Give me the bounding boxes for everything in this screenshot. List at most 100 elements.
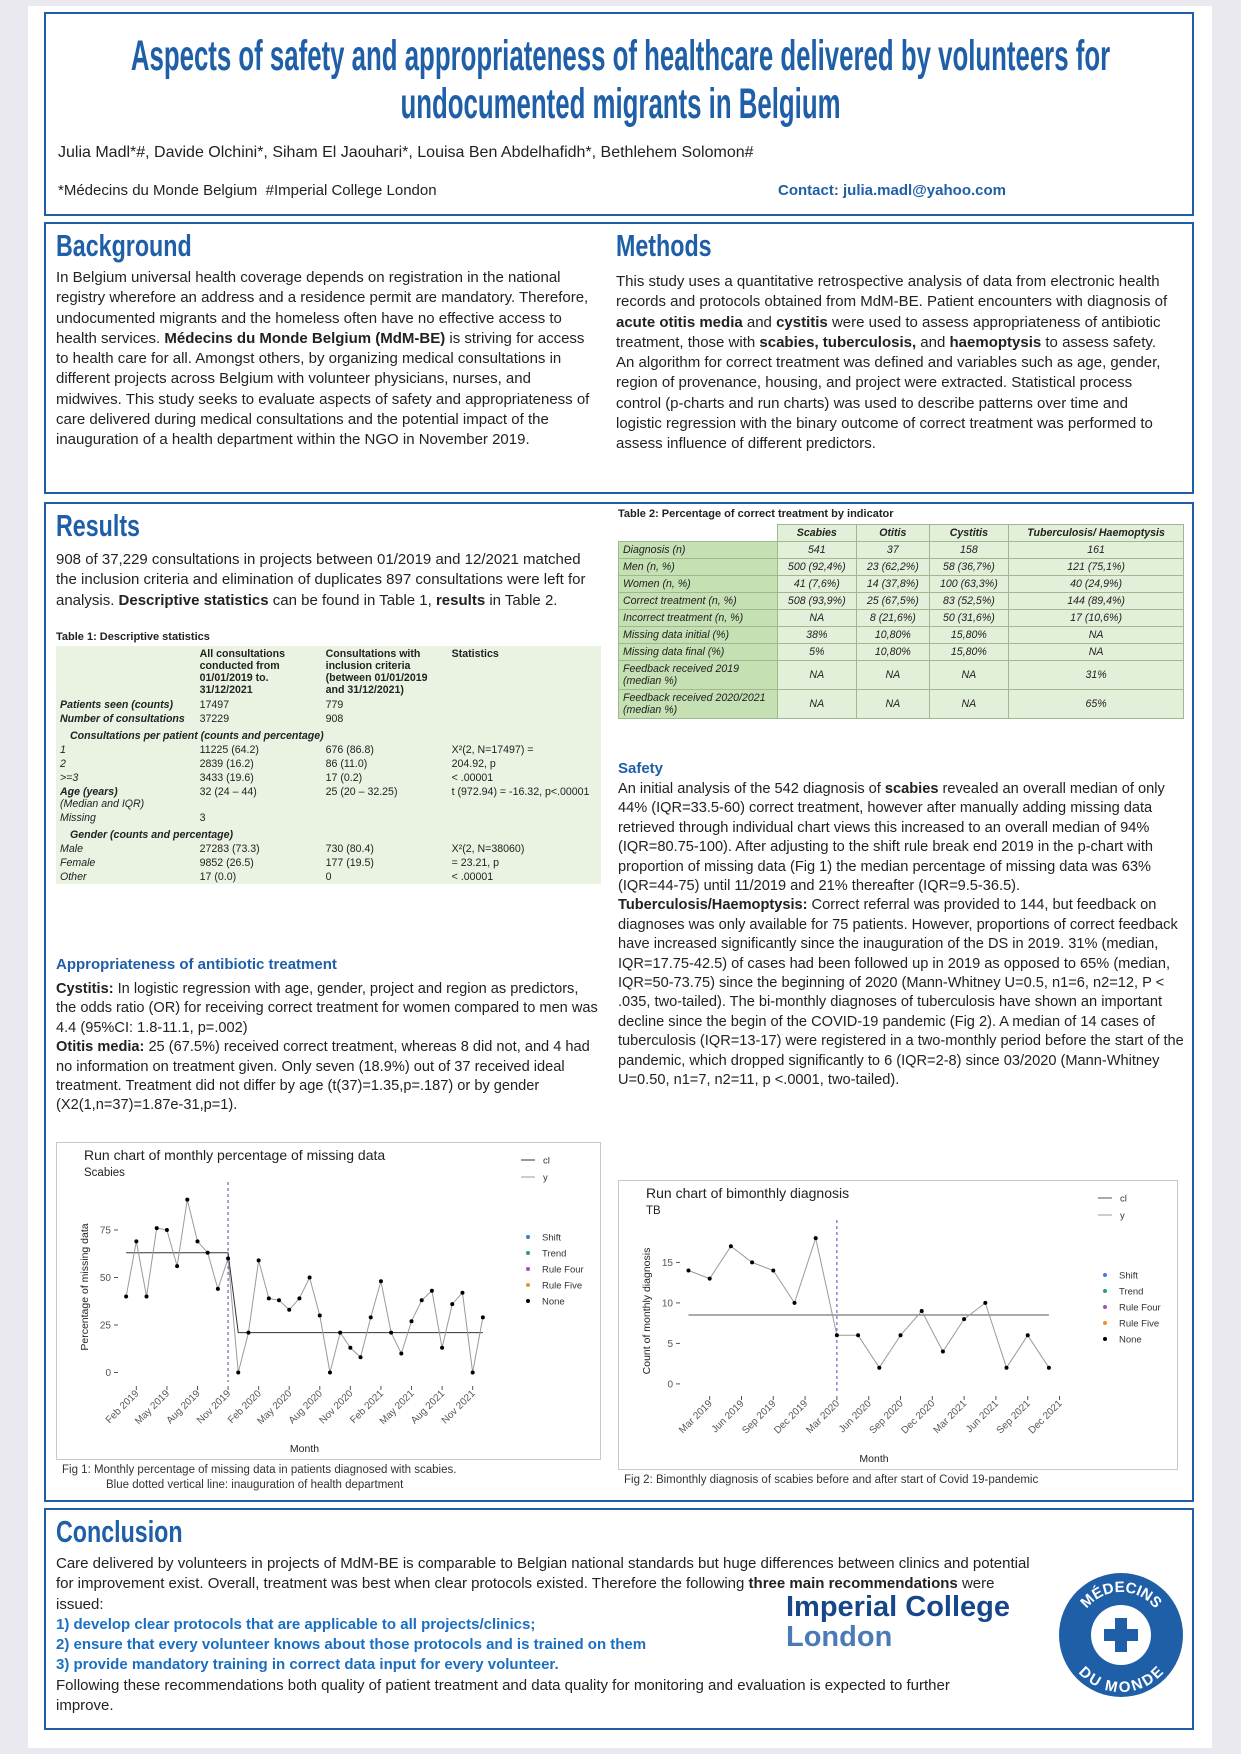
data-point: [195, 1239, 200, 1244]
row-label: Incorrect treatment (n, %): [618, 609, 778, 627]
table-cell: [447, 712, 601, 726]
row-label-text: 2: [60, 758, 66, 770]
authors: Julia Madl*#, Davide Olchini*, Siham El …: [58, 144, 754, 161]
results-text: 908 of 37,229 consultations in projects …: [56, 550, 601, 611]
table: Scabies Otitis Cystitis Tuberculosis/ Haemo…: [618, 524, 1184, 719]
table-cell: < .00001: [447, 771, 601, 785]
table-row: Number of consultations 37229 908: [56, 712, 601, 726]
legend-dot: [1103, 1337, 1107, 1341]
data-point: [236, 1370, 241, 1375]
text: is striving for access to health care fo…: [56, 329, 590, 449]
imperial-logo: Imperial College London: [786, 1592, 1010, 1652]
row-label-text: Patients seen (counts): [60, 699, 174, 711]
background-text: In Belgium universal health coverage dep…: [56, 268, 594, 451]
caption: Fig 2: Bimonthly diagnosis of scabies be…: [624, 1474, 1039, 1486]
subheading: Appropriateness of antibiotic treatment: [56, 956, 337, 973]
table-cell: 3: [195, 811, 322, 825]
table-header: Tuberculosis/ Haemoptysis: [1008, 524, 1184, 542]
table-header: All consultations conducted from 01/01/2…: [195, 646, 322, 698]
data-point: [813, 1236, 818, 1241]
table-cell: 17 (0.0): [195, 870, 322, 884]
y-tick-label: 50: [100, 1273, 112, 1284]
row-label: Missing: [56, 811, 196, 825]
table-cell: 32 (24 – 44): [195, 785, 322, 811]
text: 25 (67.5%) received correct treatment, w…: [56, 1039, 590, 1114]
table-row: Incorrect treatment (n, %) NA 8 (21,6%) 50 …: [618, 609, 1184, 627]
table-cell: 25 (67,5%): [856, 592, 930, 610]
table-cell: 11225 (64.2): [195, 743, 322, 757]
table-cell: NA: [856, 689, 930, 719]
table-cell: < .00001: [447, 870, 601, 884]
table-header: Scabies: [776, 524, 858, 542]
row-label: Feedback received 2019 (median %): [618, 660, 778, 690]
table-cell: 3433 (19.6): [195, 771, 322, 785]
legend-dot: [1103, 1305, 1107, 1309]
legend-label: Trend: [1119, 1287, 1143, 1298]
text: In Belgium universal health coverage dep…: [56, 269, 589, 347]
table-cell: X²(2, N=38060): [447, 842, 601, 856]
legend-label: y: [543, 1173, 548, 1184]
y-axis-label: Percentage of missing data: [79, 1223, 91, 1350]
section-heading: Results: [56, 508, 140, 543]
safety-text: An initial analysis of the 542 diagnosis…: [618, 780, 1186, 1091]
data-point: [164, 1228, 169, 1232]
table-cell: 144 (89,4%): [1008, 592, 1184, 610]
data-point: [266, 1296, 271, 1301]
paragraph: Care delivered by volunteers in projects…: [56, 1554, 1036, 1615]
data-point: [409, 1319, 414, 1324]
table: All consultations conducted from 01/01/2…: [56, 646, 601, 884]
legend-label: None: [542, 1297, 565, 1308]
mdm-logo: MÉDECINS DU MONDE: [1059, 1573, 1183, 1697]
table-row: Gender (counts and percentage): [56, 825, 601, 842]
data-point: [940, 1349, 945, 1354]
text: were issued:: [56, 1575, 995, 1613]
legend-label: None: [1119, 1335, 1142, 1346]
table-row: Female 9852 (26.5) 177 (19.5) = 23.21, p: [56, 856, 601, 870]
text-bold: acute otitis media: [616, 313, 743, 331]
table-header: Cystitis: [928, 524, 1010, 542]
table-cell: 17 (10,6%): [1008, 609, 1184, 627]
table-cell: 10,80%: [856, 626, 930, 644]
text-bold: Cystitis:: [56, 981, 114, 997]
table-cell: 15,80%: [928, 626, 1010, 644]
legend-dot: [526, 1251, 530, 1255]
recommendation: 3) provide mandatory training in correct…: [56, 1656, 559, 1674]
table-cell: 37229: [195, 712, 322, 726]
data-point: [834, 1333, 839, 1338]
affiliations: *Médecins du Monde Belgium #Imperial Col…: [58, 182, 437, 199]
recommendation: 2) ensure that every volunteer knows abo…: [56, 1636, 647, 1654]
table-row: Scabies Otitis Cystitis Tuberculosis/ Haemo…: [618, 524, 1184, 542]
data-point: [175, 1264, 180, 1269]
table-row: Correct treatment (n, %) 508 (93,9%) 25 (6…: [618, 592, 1184, 610]
table-cell: 14 (37,8%): [856, 575, 930, 593]
data-point: [429, 1288, 434, 1293]
table-cell: NA: [1008, 626, 1184, 644]
table-cell: 730 (80.4): [321, 842, 448, 856]
results-box: Results 908 of 37,229 consultations in p…: [44, 502, 1194, 1502]
chart-title: Run chart of monthly percentage of missi…: [84, 1147, 385, 1163]
table-row: >=3 3433 (19.6) 17 (0.2) < .00001: [56, 771, 601, 785]
table-title: Table 2: Percentage of correct treatment…: [618, 508, 894, 520]
table-cell: 23 (62,2%): [856, 558, 930, 576]
table-header: Statistics: [447, 646, 601, 698]
table-row: Male 27283 (73.3) 730 (80.4) X²(2, N=38060): [56, 842, 601, 856]
row-label: Other: [56, 870, 196, 884]
y-axis-label: Count of monthly diagnosis: [641, 1248, 653, 1375]
table-cell: [321, 811, 448, 825]
table-cell: NA: [928, 660, 1010, 690]
table-section: Gender (counts and percentage): [56, 825, 601, 842]
row-label-text: Female: [60, 857, 96, 869]
data-point: [287, 1307, 292, 1312]
table-cell: 37: [856, 541, 930, 559]
row-label: Age (years) (Median and IQR): [56, 785, 196, 811]
legend-dot: [526, 1283, 530, 1287]
table-cell: 38%: [776, 626, 858, 644]
row-label-text: Missing: [60, 812, 96, 824]
data-point: [368, 1315, 373, 1320]
table-cell: 541: [776, 541, 858, 559]
appropriateness-text: Cystitis: In logistic regression with ag…: [56, 980, 601, 1116]
chart-frame: [56, 1142, 601, 1460]
data-point: [144, 1294, 149, 1299]
table-row: 1 11225 (64.2) 676 (86.8) X²(2, N=17497) =: [56, 743, 601, 757]
